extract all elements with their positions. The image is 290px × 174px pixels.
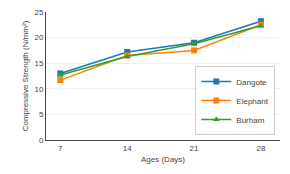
svg-text:20: 20 <box>34 33 43 42</box>
svg-text:15: 15 <box>34 59 43 68</box>
svg-text:10: 10 <box>34 85 43 94</box>
svg-text:Elephant: Elephant <box>236 97 268 106</box>
svg-text:Compressive Strength (N/mm²): Compressive Strength (N/mm²) <box>21 20 30 131</box>
svg-text:28: 28 <box>256 144 265 153</box>
svg-text:14: 14 <box>123 144 132 153</box>
svg-text:Burham: Burham <box>236 116 264 125</box>
svg-text:21: 21 <box>190 144 199 153</box>
svg-text:0: 0 <box>39 136 44 145</box>
svg-text:7: 7 <box>58 144 63 153</box>
svg-text:Ages (Days): Ages (Days) <box>141 155 185 164</box>
svg-text:5: 5 <box>39 110 44 119</box>
svg-text:Dangote: Dangote <box>236 78 267 87</box>
svg-text:25: 25 <box>34 8 43 17</box>
